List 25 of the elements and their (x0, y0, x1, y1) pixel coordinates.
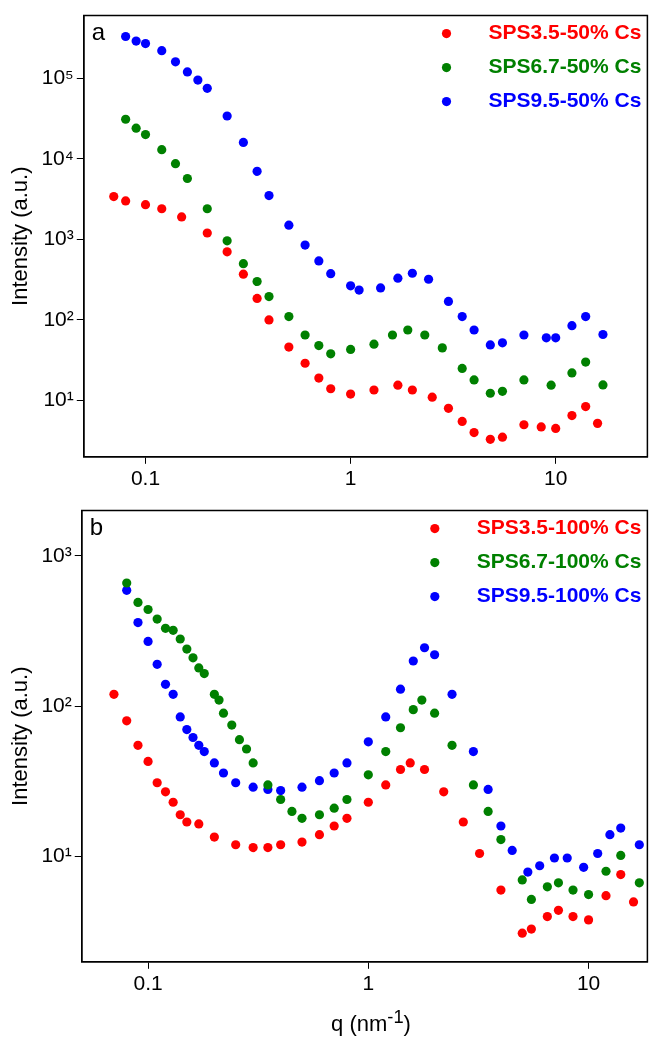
y-tick-label: 10⁴ (41, 145, 74, 169)
legend-label: SPS9.5-100% Cs (476, 583, 642, 607)
legend-label: SPS9.5-50% Cs (488, 88, 642, 112)
y-tick-label: 10² (43, 306, 74, 330)
x-tick-label: 10 (544, 466, 568, 490)
y-tick-label: 10² (41, 693, 72, 717)
legend-label: SPS6.7-100% Cs (476, 549, 642, 573)
x-tick-label: 1 (362, 971, 375, 995)
y-axis-title: Intensity (a.u.) (7, 166, 33, 306)
x-tick-label: 10 (576, 971, 601, 995)
y-tick-label: 10³ (43, 226, 74, 250)
x-tick-label: 1 (344, 466, 357, 490)
x-tick-label: 0.1 (133, 971, 163, 995)
legend-label: SPS6.7-50% Cs (488, 54, 642, 78)
y-axis-title: Intensity (a.u.) (7, 666, 33, 806)
x-axis-title: q (nm$^{-1}$) (330, 1005, 412, 1039)
annotation: a (91, 18, 106, 46)
y-tick-label: 10¹ (43, 387, 74, 411)
annotation: b (89, 513, 104, 541)
y-tick-label: 10¹ (41, 843, 72, 867)
y-tick-label: 10³ (41, 542, 72, 566)
legend-label: SPS3.5-100% Cs (476, 515, 642, 539)
y-tick-label: 10⁵ (41, 65, 74, 89)
legend-label: SPS3.5-50% Cs (488, 20, 642, 44)
x-tick-label: 0.1 (130, 466, 161, 490)
